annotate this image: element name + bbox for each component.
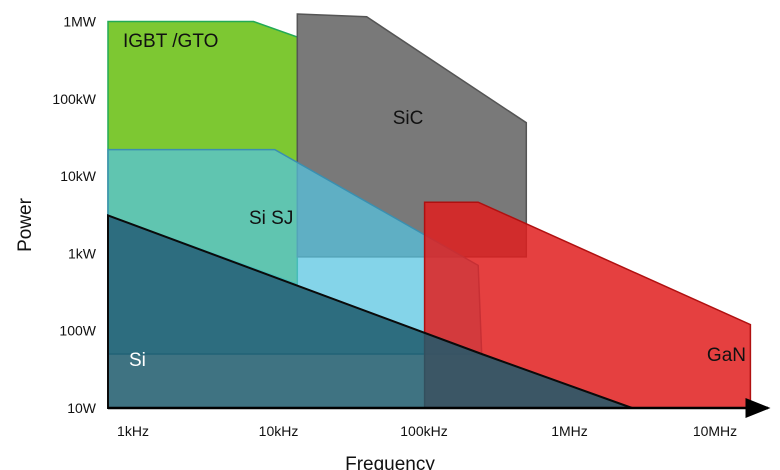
x-tick-label: 1kHz <box>117 423 149 439</box>
region-labels: IGBT /GTO SiC Si SJ GaN Si <box>123 31 746 371</box>
y-tick-label: 100kW <box>52 91 96 107</box>
x-tick-labels: 1kHz 10kHz 100kHz 1MHz 10MHz <box>117 423 737 439</box>
x-axis-label: Frequency <box>345 454 435 470</box>
region-label-sic: SiC <box>393 108 424 129</box>
y-tick-label: 100W <box>59 323 96 339</box>
x-tick-label: 100kHz <box>400 423 447 439</box>
region-label-igbt-gto: IGBT /GTO <box>123 31 218 52</box>
x-tick-label: 1MHz <box>551 423 588 439</box>
region-label-si: Si <box>129 350 146 371</box>
region-label-si-sj: Si SJ <box>249 208 293 229</box>
y-tick-label: 10W <box>67 400 97 416</box>
x-tick-label: 10MHz <box>693 423 737 439</box>
y-tick-labels: 10W 100W 1kW 10kW 100kW 1MW <box>52 14 96 417</box>
y-tick-label: 1kW <box>68 245 97 261</box>
y-axis-label: Power <box>15 197 36 252</box>
y-tick-label: 10kW <box>60 168 97 184</box>
x-tick-label: 10kHz <box>259 423 299 439</box>
region-label-gan: GaN <box>707 345 746 366</box>
regions-layer <box>107 13 752 409</box>
y-tick-label: 1MW <box>63 14 96 30</box>
